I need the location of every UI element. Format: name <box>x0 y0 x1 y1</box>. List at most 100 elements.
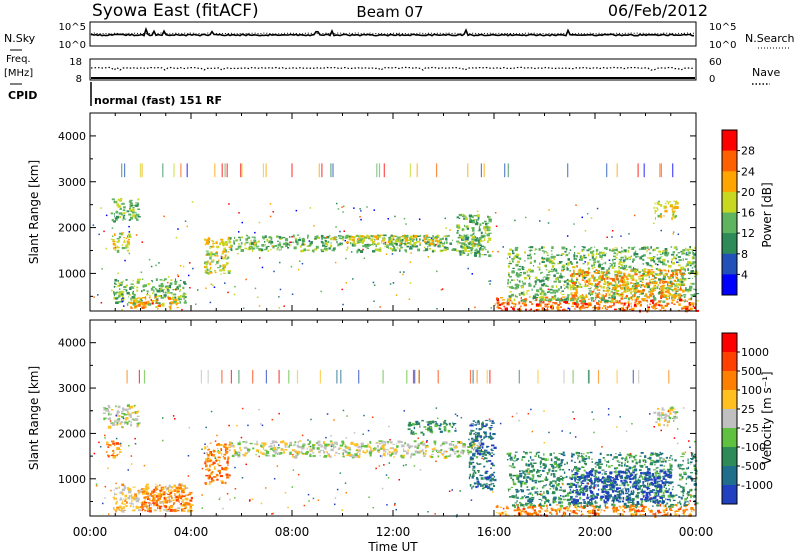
velocity-data-cell <box>618 505 621 507</box>
velocity-data-cell <box>342 455 345 457</box>
velocity-data-cell <box>260 451 262 454</box>
velocity-data-cell <box>209 451 211 455</box>
power-data-cell <box>582 300 585 303</box>
velocity-data-cell <box>573 514 575 516</box>
power-data-cell <box>673 303 676 305</box>
nsearch-label: N.Search <box>745 32 795 45</box>
velocity-data-cell <box>345 446 348 449</box>
power-data-cell <box>588 298 590 300</box>
freq-tick-bottom: 8 <box>76 74 82 85</box>
power-data-cell <box>508 275 510 277</box>
power-data-cell <box>584 304 589 306</box>
power-data-cell <box>607 269 609 273</box>
power-data-cell <box>581 279 584 281</box>
velocity-data-cell <box>205 460 207 463</box>
velocity-data-cell <box>182 510 186 512</box>
power-data-cell <box>623 287 626 290</box>
velocity-data-cell <box>187 509 191 513</box>
power-noise-cell <box>290 241 292 243</box>
velocity-data-cell <box>161 487 165 491</box>
power-data-cell <box>220 238 223 241</box>
power-data-cell <box>673 287 677 291</box>
velocity-data-cell <box>400 440 403 443</box>
power-data-cell <box>428 244 431 247</box>
velocity-data-cell <box>377 449 381 452</box>
velocity-data-cell <box>132 418 134 420</box>
power-data-cell <box>541 289 544 291</box>
power-data-cell <box>211 259 213 262</box>
power-data-cell <box>172 289 174 291</box>
velocity-data-cell <box>426 421 430 423</box>
power-data-cell <box>548 305 550 308</box>
power-data-cell <box>671 260 673 264</box>
velocity-data-cell <box>407 428 411 431</box>
power-noise-cell <box>642 259 645 261</box>
power-data-cell <box>692 270 694 273</box>
power-data-cell <box>564 300 569 304</box>
power-data-cell <box>130 209 134 213</box>
power-noise-cell <box>345 282 347 284</box>
velocity-data-cell <box>434 443 436 446</box>
velocity-data-cell <box>385 450 387 453</box>
power-data-cell <box>648 290 650 293</box>
velocity-data-cell <box>482 487 485 490</box>
velocity-data-cell <box>323 451 326 454</box>
power-data-cell <box>225 249 227 251</box>
velocity-data-cell <box>490 455 493 457</box>
power-data-cell <box>592 306 594 309</box>
power-data-cell <box>398 245 402 247</box>
power-data-cell <box>309 242 313 246</box>
power-data-cell <box>630 281 632 285</box>
velocity-data-cell <box>612 506 615 510</box>
velocity-data-cell <box>342 449 346 452</box>
power-data-cell <box>290 244 292 246</box>
power-data-cell <box>370 238 374 240</box>
power-data-cell <box>142 289 145 292</box>
power-data-cell <box>679 279 683 281</box>
power-data-cell <box>587 284 589 287</box>
velocity-data-cell <box>481 455 485 457</box>
power-data-cell <box>673 206 677 209</box>
power-noise-cell <box>157 308 159 310</box>
power-data-cell <box>594 272 598 274</box>
velocity-data-cell <box>148 502 151 504</box>
power-data-cell <box>445 246 449 248</box>
velocity-data-cell <box>438 425 442 427</box>
velocity-data-cell <box>334 441 338 445</box>
power-data-cell <box>370 243 374 246</box>
power-data-cell <box>670 274 674 277</box>
velocity-data-cell <box>617 513 619 515</box>
power-data-cell <box>584 283 587 285</box>
velocity-data-cell <box>152 503 156 505</box>
power-data-cell <box>640 286 642 288</box>
power-data-cell <box>597 270 600 274</box>
power-data-cell <box>423 246 426 249</box>
velocity-data-cell <box>211 471 214 473</box>
power-data-cell <box>529 261 533 263</box>
velocity-data-cell <box>452 422 455 426</box>
power-data-cell <box>424 240 427 243</box>
power-data-cell <box>594 298 597 301</box>
velocity-data-cell <box>484 419 489 421</box>
power-data-cell <box>372 243 376 245</box>
velocity-data-cell <box>481 446 484 449</box>
velocity-data-cell <box>154 509 158 511</box>
velocity-data-cell <box>468 450 472 454</box>
velocity-data-cell <box>474 471 477 474</box>
power-data-cell <box>679 287 682 291</box>
power-data-cell <box>583 254 586 257</box>
power-noise-cell <box>436 270 438 273</box>
power-data-cell <box>541 258 545 261</box>
power-data-cell <box>687 248 689 252</box>
power-data-cell <box>360 250 364 253</box>
velocity-data-cell <box>635 512 637 515</box>
power-data-cell <box>449 242 453 245</box>
power-data-cell <box>479 246 482 249</box>
power-data-cell <box>125 237 127 239</box>
velocity-data-cell <box>533 509 536 512</box>
power-data-cell <box>546 303 550 305</box>
velocity-data-cell <box>182 484 186 488</box>
power-data-cell <box>476 222 479 224</box>
power-data-cell <box>465 234 469 236</box>
power-data-cell <box>125 284 129 287</box>
